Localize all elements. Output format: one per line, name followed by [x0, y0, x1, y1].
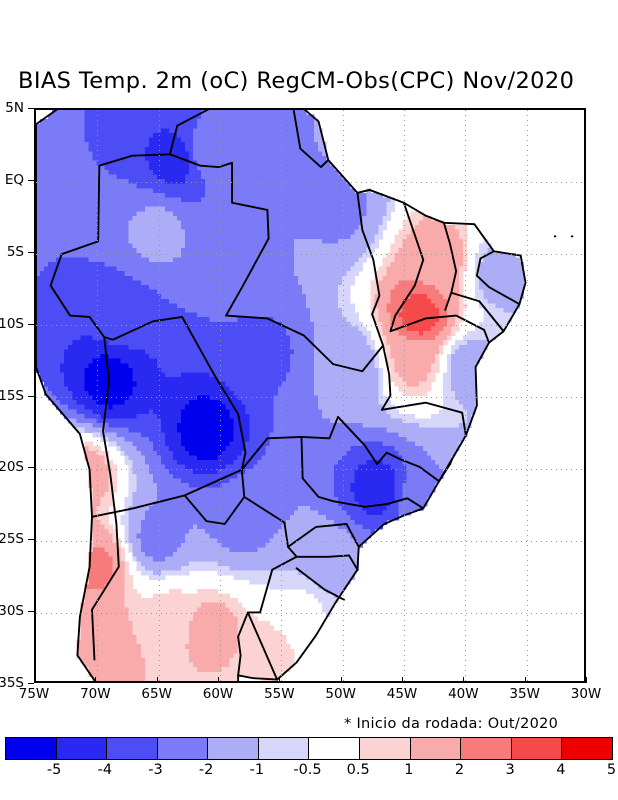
colorbar-segment: [562, 738, 612, 759]
colorbar-tick-labels: -5 -4 -3 -2 -1 -0.5 0.5 1 2 3 4 5: [5, 762, 617, 782]
y-axis-label: 5S: [6, 243, 24, 260]
x-axis-label: 70W: [80, 686, 111, 702]
x-axis-tick: [34, 677, 35, 683]
x-axis-tick: [586, 677, 587, 683]
map-boundary: [363, 497, 425, 510]
colorbar-segment: [410, 738, 462, 759]
x-axis-tick: [218, 677, 219, 683]
y-axis-label: 20S: [0, 459, 24, 476]
map-boundary: [168, 153, 234, 169]
map-canvas: [36, 110, 584, 681]
map-boundary: [225, 314, 335, 366]
y-axis-tick: [28, 323, 34, 325]
y-axis-label: 35S: [0, 675, 24, 691]
colorbar-tick-label: -5: [46, 762, 62, 778]
map-boundary: [295, 554, 359, 571]
map-boundary: [475, 250, 521, 306]
colorbar-segment: [511, 738, 563, 759]
x-axis-label: 45W: [386, 686, 418, 702]
page-title: BIAS Temp. 2m (oC) RegCM-Obs(CPC) Nov/20…: [18, 68, 575, 94]
colorbar-tick-label: 0.5: [346, 762, 370, 778]
colorbar: [5, 737, 613, 760]
colorbar-segment: [6, 738, 57, 759]
y-axis-tick: [28, 251, 34, 253]
x-axis-tick: [402, 677, 403, 683]
x-axis-label: 75W: [18, 686, 50, 702]
x-axis-tick: [95, 677, 97, 683]
colorbar-segment: [258, 738, 310, 759]
y-axis-tick: [28, 611, 34, 613]
colorbar-segment: [56, 738, 108, 759]
x-axis-tick: [524, 677, 526, 683]
x-axis-tick: [340, 677, 342, 683]
colorbar-segment: [461, 738, 512, 759]
map-boundary: [389, 201, 425, 333]
colorbar-tick-label: -3: [148, 762, 163, 778]
map-boundary: [442, 221, 458, 311]
map-boundary: [418, 457, 454, 483]
colorbar-tick-label: -0.5: [293, 762, 322, 778]
x-axis-tick: [279, 677, 281, 683]
y-axis-tick: [28, 108, 34, 109]
y-axis-tick: [28, 467, 34, 469]
colorbar-segment: [107, 738, 158, 759]
x-axis-label: 50W: [325, 686, 356, 702]
y-axis-tick: [28, 683, 34, 684]
map-boundary: [356, 191, 381, 316]
map-boundary: [450, 291, 505, 333]
map-boundary: [380, 401, 467, 437]
colorbar-tick-label: 1: [404, 762, 414, 778]
map-boundary: [332, 344, 385, 373]
colorbar-segment: [208, 738, 259, 759]
colorbar-tick-label: 2: [454, 762, 465, 778]
colorbar-segment: [157, 738, 209, 759]
map-boundary: [295, 567, 345, 601]
colorbar-tick-label: -2: [198, 762, 214, 778]
map-boundary: [237, 611, 249, 677]
colorbar-segment: [309, 738, 361, 759]
map-boundary: [389, 314, 490, 344]
y-axis-label: 5N: [5, 100, 24, 116]
colorbar-tick-label: -4: [97, 762, 113, 778]
colorbar-segment: [360, 738, 411, 759]
map-boundary: [371, 313, 392, 411]
map-boundary: [287, 523, 360, 548]
map-plot-area: [34, 108, 586, 683]
x-axis-label: 60W: [202, 686, 234, 702]
colorbar-tick-label: 4: [556, 762, 566, 778]
map-boundary: [225, 161, 270, 317]
y-axis-label: 15S: [0, 387, 24, 404]
map-boundary: [36, 110, 527, 681]
map-boundary: [183, 494, 246, 525]
colorbar-tick-label: 5: [606, 762, 617, 778]
x-axis-label: 35W: [509, 686, 540, 702]
y-axis-tick: [28, 395, 34, 397]
x-axis-label: 30W: [570, 686, 602, 702]
y-axis-label: 10S: [0, 315, 24, 332]
y-axis-label: 25S: [0, 531, 24, 548]
x-axis-tick: [463, 677, 465, 683]
y-axis-label: 30S: [0, 603, 24, 620]
y-axis-label: EQ: [4, 171, 24, 188]
x-axis-label: 55W: [264, 686, 295, 702]
map-boundary: [49, 110, 298, 681]
colorbar-tick-label: 3: [505, 762, 515, 778]
y-axis-labels: 5N EQ 5S 10S 15S 20S 25S 30S 35S: [0, 100, 32, 691]
colorbar-tick-label: -1: [249, 762, 265, 778]
map-boundary: [292, 110, 330, 169]
x-axis-tick: [156, 677, 158, 683]
x-axis-label: 65W: [141, 686, 172, 702]
bias-field-map: [36, 110, 574, 681]
map-boundary: [91, 336, 120, 661]
y-axis-tick: [28, 179, 34, 181]
run-start-note: * Inicio da rodada: Out/2020: [344, 716, 559, 732]
y-axis-tick: [28, 539, 34, 541]
x-axis-label: 40W: [448, 686, 479, 702]
